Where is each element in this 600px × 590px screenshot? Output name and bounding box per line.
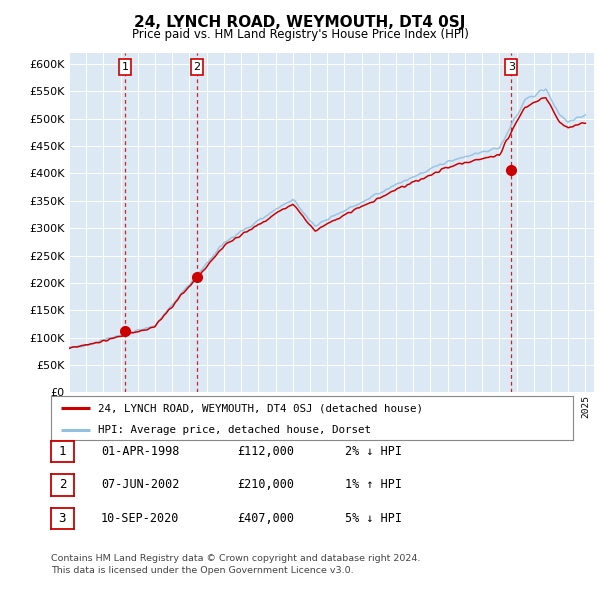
Text: 24, LYNCH ROAD, WEYMOUTH, DT4 0SJ: 24, LYNCH ROAD, WEYMOUTH, DT4 0SJ <box>134 15 466 30</box>
Text: 3: 3 <box>59 512 66 525</box>
Text: HPI: Average price, detached house, Dorset: HPI: Average price, detached house, Dors… <box>98 425 371 435</box>
Text: 1% ↑ HPI: 1% ↑ HPI <box>345 478 402 491</box>
Text: Contains HM Land Registry data © Crown copyright and database right 2024.: Contains HM Land Registry data © Crown c… <box>51 554 421 563</box>
Text: This data is licensed under the Open Government Licence v3.0.: This data is licensed under the Open Gov… <box>51 566 353 575</box>
Text: 10-SEP-2020: 10-SEP-2020 <box>101 512 179 525</box>
Text: 07-JUN-2002: 07-JUN-2002 <box>101 478 179 491</box>
Text: 24, LYNCH ROAD, WEYMOUTH, DT4 0SJ (detached house): 24, LYNCH ROAD, WEYMOUTH, DT4 0SJ (detac… <box>98 403 423 413</box>
Text: 2% ↓ HPI: 2% ↓ HPI <box>345 445 402 458</box>
Text: £407,000: £407,000 <box>237 512 294 525</box>
Text: £112,000: £112,000 <box>237 445 294 458</box>
Text: £210,000: £210,000 <box>237 478 294 491</box>
Text: 1: 1 <box>121 62 128 72</box>
Text: 3: 3 <box>508 62 515 72</box>
Text: 2: 2 <box>59 478 66 491</box>
Text: Price paid vs. HM Land Registry's House Price Index (HPI): Price paid vs. HM Land Registry's House … <box>131 28 469 41</box>
Text: 1: 1 <box>59 445 66 458</box>
Text: 5% ↓ HPI: 5% ↓ HPI <box>345 512 402 525</box>
Text: 01-APR-1998: 01-APR-1998 <box>101 445 179 458</box>
Text: 2: 2 <box>194 62 200 72</box>
